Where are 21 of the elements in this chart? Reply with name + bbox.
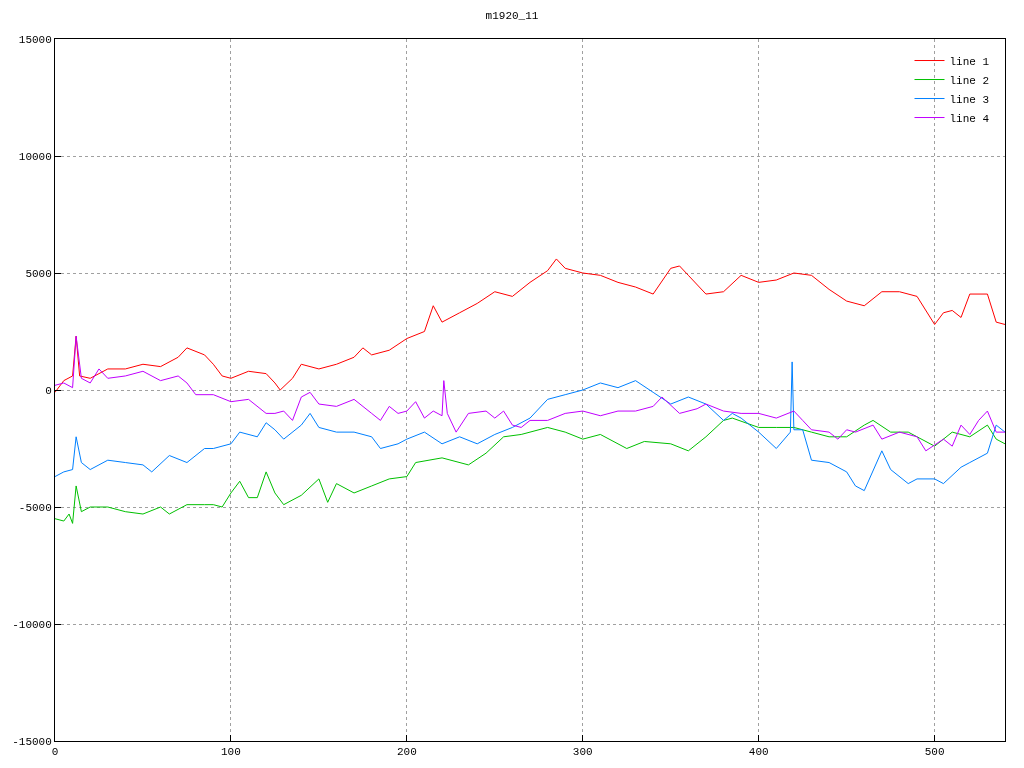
line-series [55, 417, 1005, 524]
line-series [55, 258, 1005, 393]
y-tick-label: 10000 [18, 150, 52, 163]
y-tick-label: -15000 [12, 735, 52, 748]
x-tick-label: 500 [924, 746, 945, 759]
legend-label: line 3 [949, 93, 990, 106]
line-series [55, 361, 1005, 492]
y-tick-label: 15000 [18, 33, 52, 46]
y-tick-label: -10000 [12, 618, 52, 631]
x-tick-label: 300 [572, 746, 593, 759]
x-tick-label: 200 [396, 746, 417, 759]
legend-label: line 4 [949, 112, 990, 125]
legend-label: line 1 [949, 55, 990, 68]
chart-title: m1920_11 [485, 10, 539, 23]
line-series [55, 335, 1005, 452]
y-tick-label: -5000 [18, 501, 52, 514]
x-tick-label: 400 [748, 746, 769, 759]
legend-label: line 2 [949, 74, 990, 87]
y-tick-label: 0 [45, 384, 52, 397]
y-tick-label: 5000 [25, 267, 52, 280]
x-tick-label: 100 [221, 746, 241, 759]
